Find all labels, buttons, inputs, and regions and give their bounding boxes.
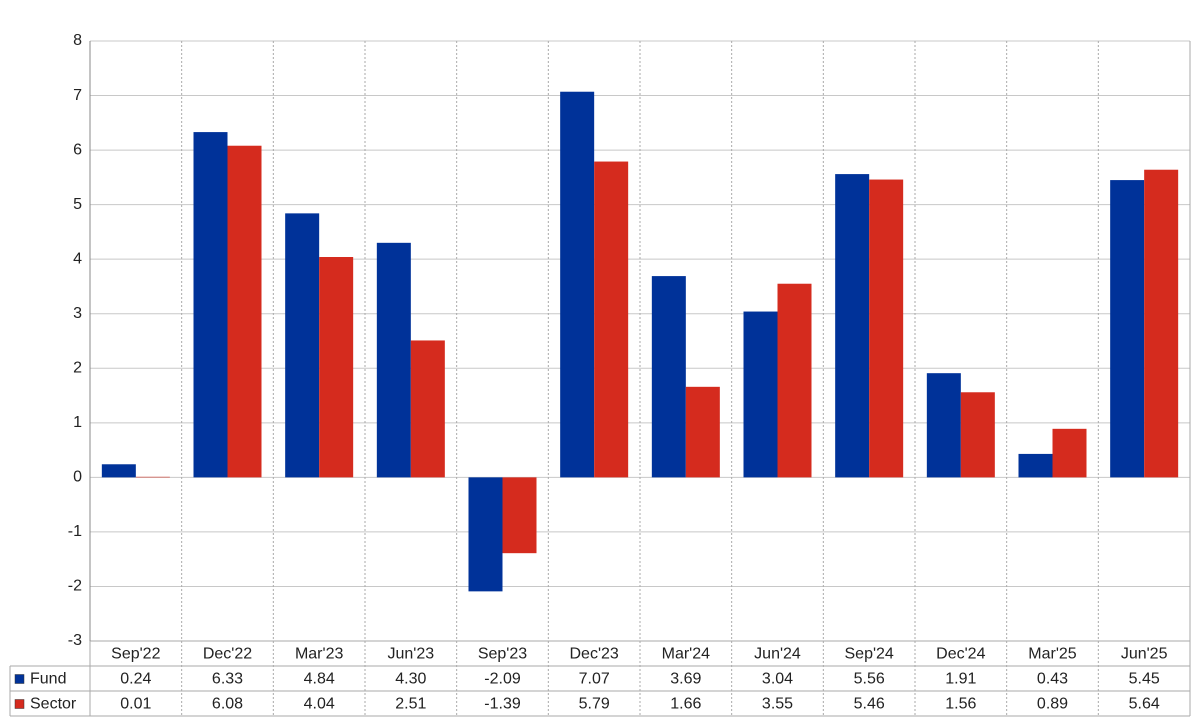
bar bbox=[560, 91, 595, 478]
bar bbox=[101, 464, 136, 478]
y-tick-label: 7 bbox=[73, 87, 82, 104]
bar bbox=[743, 311, 778, 478]
bar bbox=[468, 477, 503, 592]
value-label: 4.84 bbox=[304, 671, 335, 688]
bar bbox=[685, 386, 720, 478]
x-tick-label: Sep'24 bbox=[845, 646, 894, 663]
y-tick-label: 8 bbox=[73, 32, 82, 49]
y-tick-label: -1 bbox=[68, 523, 82, 540]
value-label: 5.79 bbox=[579, 696, 610, 713]
y-tick-label: -3 bbox=[68, 632, 82, 649]
y-tick-label: 6 bbox=[73, 141, 82, 158]
y-tick-label: 3 bbox=[73, 305, 82, 322]
x-tick-label: Dec'23 bbox=[570, 646, 619, 663]
bar bbox=[835, 174, 870, 478]
y-tick-label: -2 bbox=[68, 578, 82, 595]
bar bbox=[1018, 453, 1053, 478]
bar bbox=[285, 213, 320, 478]
value-label: 7.07 bbox=[579, 671, 610, 688]
bar bbox=[193, 132, 228, 478]
bar bbox=[1144, 169, 1179, 478]
value-label: 5.45 bbox=[1129, 671, 1160, 688]
value-label: 5.46 bbox=[854, 696, 885, 713]
bar bbox=[869, 179, 904, 478]
value-label: 1.56 bbox=[945, 696, 976, 713]
value-label: 1.91 bbox=[945, 671, 976, 688]
value-label: 0.01 bbox=[120, 696, 151, 713]
x-tick-label: Sep'22 bbox=[111, 646, 160, 663]
bar bbox=[1110, 180, 1145, 478]
value-label: 4.04 bbox=[304, 696, 335, 713]
y-tick-label: 2 bbox=[73, 359, 82, 376]
legend-label: Sector bbox=[30, 696, 77, 713]
value-label: 2.51 bbox=[395, 696, 426, 713]
y-tick-label: 4 bbox=[73, 250, 82, 267]
x-tick-label: Mar'23 bbox=[295, 646, 344, 663]
bar bbox=[651, 276, 686, 478]
x-tick-label: Sep'23 bbox=[478, 646, 527, 663]
value-label: 4.30 bbox=[395, 671, 426, 688]
bar bbox=[926, 373, 961, 478]
bar bbox=[502, 477, 537, 554]
bar bbox=[594, 161, 629, 478]
legend-swatch bbox=[14, 699, 25, 709]
value-label: 6.08 bbox=[212, 696, 243, 713]
value-label: -1.39 bbox=[484, 696, 521, 713]
value-label: 3.04 bbox=[762, 671, 793, 688]
bar bbox=[1052, 428, 1087, 478]
value-label: 6.33 bbox=[212, 671, 243, 688]
value-label: -2.09 bbox=[484, 671, 521, 688]
value-label: 3.55 bbox=[762, 696, 793, 713]
value-label: 0.89 bbox=[1037, 696, 1068, 713]
value-label: 0.24 bbox=[120, 671, 151, 688]
x-tick-label: Jun'24 bbox=[754, 646, 801, 663]
value-label: 5.56 bbox=[854, 671, 885, 688]
bar bbox=[135, 476, 170, 478]
x-tick-label: Mar'25 bbox=[1028, 646, 1077, 663]
x-tick-label: Dec'24 bbox=[936, 646, 985, 663]
value-label: 0.43 bbox=[1037, 671, 1068, 688]
value-label: 3.69 bbox=[670, 671, 701, 688]
y-tick-label: 0 bbox=[73, 469, 82, 486]
x-tick-label: Jun'23 bbox=[388, 646, 435, 663]
bar bbox=[227, 145, 262, 478]
y-tick-label: 1 bbox=[73, 414, 82, 431]
legend-label: Fund bbox=[30, 671, 66, 688]
y-tick-label: 5 bbox=[73, 196, 82, 213]
x-tick-label: Jun'25 bbox=[1121, 646, 1168, 663]
bar bbox=[960, 392, 995, 478]
bar bbox=[319, 257, 354, 478]
x-tick-label: Dec'22 bbox=[203, 646, 252, 663]
bar bbox=[777, 283, 812, 478]
bar bbox=[376, 242, 411, 478]
bar bbox=[410, 340, 445, 478]
value-label: 1.66 bbox=[670, 696, 701, 713]
x-tick-label: Mar'24 bbox=[662, 646, 711, 663]
value-label: 5.64 bbox=[1129, 696, 1160, 713]
legend-swatch bbox=[14, 674, 25, 684]
